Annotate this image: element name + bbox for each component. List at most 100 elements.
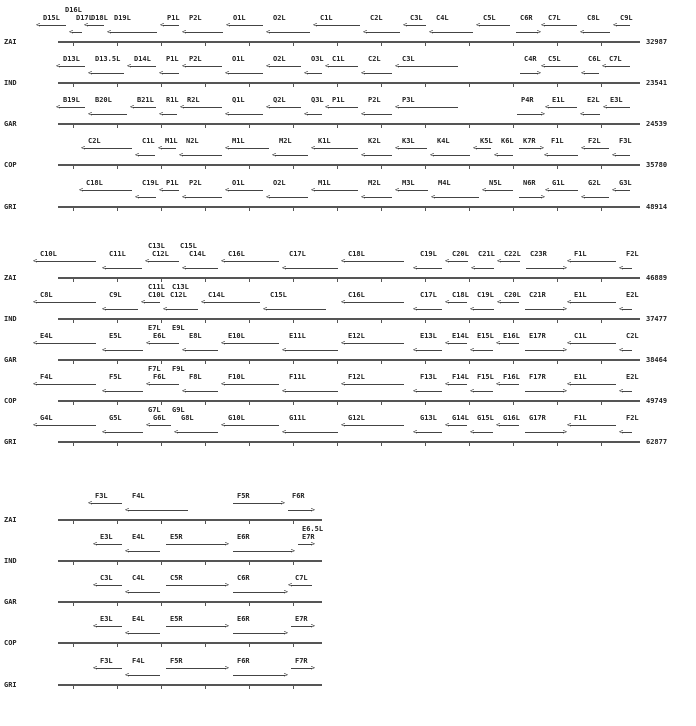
gene-arrow: < [182,388,218,395]
gene-label: C7L [548,14,561,22]
scale-tick [469,124,470,128]
gene-arrow: > [525,388,567,395]
scale-tick [293,360,294,364]
gene-arrow: < [470,306,494,313]
gene-label: C4L [132,574,145,582]
arrow-left-icon: < [430,151,435,159]
arrow-right-icon: > [310,664,315,672]
gene-label: Q1L [232,96,245,104]
arrow-left-icon: < [567,298,572,306]
gene-arrow: < [36,22,66,29]
arrow-left-icon: < [146,421,151,429]
arrow-right-icon: > [310,506,315,514]
scale-tick [117,520,118,524]
strain-label: COP [4,397,17,405]
scale-tick [469,207,470,211]
arrow-left-icon: < [88,499,93,507]
gene-label: C18L [86,179,103,187]
arrow-left-icon: < [445,380,450,388]
genome-line [58,359,640,361]
arrow-left-icon: < [445,298,450,306]
gene-label-upper: F7L [148,365,161,373]
strain-label: GRI [4,438,17,446]
arrow-left-icon: < [619,428,624,436]
genome-length: 32987 [646,38,668,46]
scale-tick [117,685,118,689]
gene-arrow: < [395,145,427,152]
gene-label: C10L [148,291,165,299]
gene-arrow: < [581,194,609,201]
scale-tick [337,83,338,87]
genome-length: 37477 [646,315,668,323]
scale-tick [293,643,294,647]
scale-tick [249,319,250,323]
arrow-left-icon: < [612,186,617,194]
arrow-left-icon: < [363,28,368,36]
arrow-left-icon: < [125,629,130,637]
arrow-left-icon: < [341,298,346,306]
arrow-left-icon: < [541,62,546,70]
arrow-right-icon: > [224,540,229,548]
arrow-left-icon: < [544,151,549,159]
gene-arrow: < [395,63,458,70]
gene-arrow: < [445,258,468,265]
arrow-left-icon: < [282,346,287,354]
gene-label: F3L [100,657,113,665]
gene-arrow: < [619,428,632,436]
arrow-left-icon: < [159,69,164,77]
gene-label: E3L [610,96,623,104]
gene-arrow: > [525,305,567,313]
gene-label: F10L [228,373,245,381]
gene-label: C12L [152,250,169,258]
gene-label: G2L [588,179,601,187]
gene-arrow: < [158,145,176,152]
gene-arrow: < [56,104,85,111]
scale-tick [557,207,558,211]
scale-tick [73,360,74,364]
arrow-left-icon: < [174,428,179,436]
gene-arrow: < [33,258,96,265]
genome-line [58,441,640,443]
scale-tick [161,602,162,606]
gene-label: P4R [521,96,534,104]
scale-tick [161,278,162,282]
gene-label: C10L [40,250,57,258]
gene-label: C2L [370,14,383,22]
gene-arrow: < [413,429,442,436]
gene-arrow: < [482,187,513,194]
arrow-left-icon: < [102,264,107,272]
gene-label: C12L [170,291,187,299]
arrow-left-icon: < [225,144,230,152]
arrow-right-icon: > [562,264,567,272]
gene-label: F4L [132,657,145,665]
arrow-left-icon: < [93,581,98,589]
arrow-left-icon: < [545,103,550,111]
scale-tick [513,42,514,46]
gene-label: C6L [588,55,601,63]
gene-label: P1L [332,96,345,104]
scale-tick [117,42,118,46]
arrow-left-icon: < [613,21,618,29]
arrow-left-icon: < [341,257,346,265]
gene-arrow: < [619,347,632,354]
gene-label: C20L [452,250,469,258]
scale-tick [381,124,382,128]
arrow-left-icon: < [221,257,226,265]
arrow-left-icon: < [282,428,287,436]
gene-arrow: < [363,28,400,36]
arrow-right-icon: > [562,305,567,313]
arrow-left-icon: < [266,28,271,36]
scale-tick [73,561,74,565]
gene-label: M1L [165,137,178,145]
arrow-left-icon: < [135,193,140,201]
gene-label: C9L [620,14,633,22]
arrow-left-icon: < [182,62,187,70]
gene-label: G8L [181,414,194,422]
gene-arrow: < [88,111,127,118]
scale-tick [425,124,426,128]
arrow-left-icon: < [496,339,501,347]
gene-arrow: < [341,340,404,347]
gene-arrow: < [545,103,577,111]
arrow-left-icon: < [159,110,164,118]
gene-label: E6L [153,332,166,340]
